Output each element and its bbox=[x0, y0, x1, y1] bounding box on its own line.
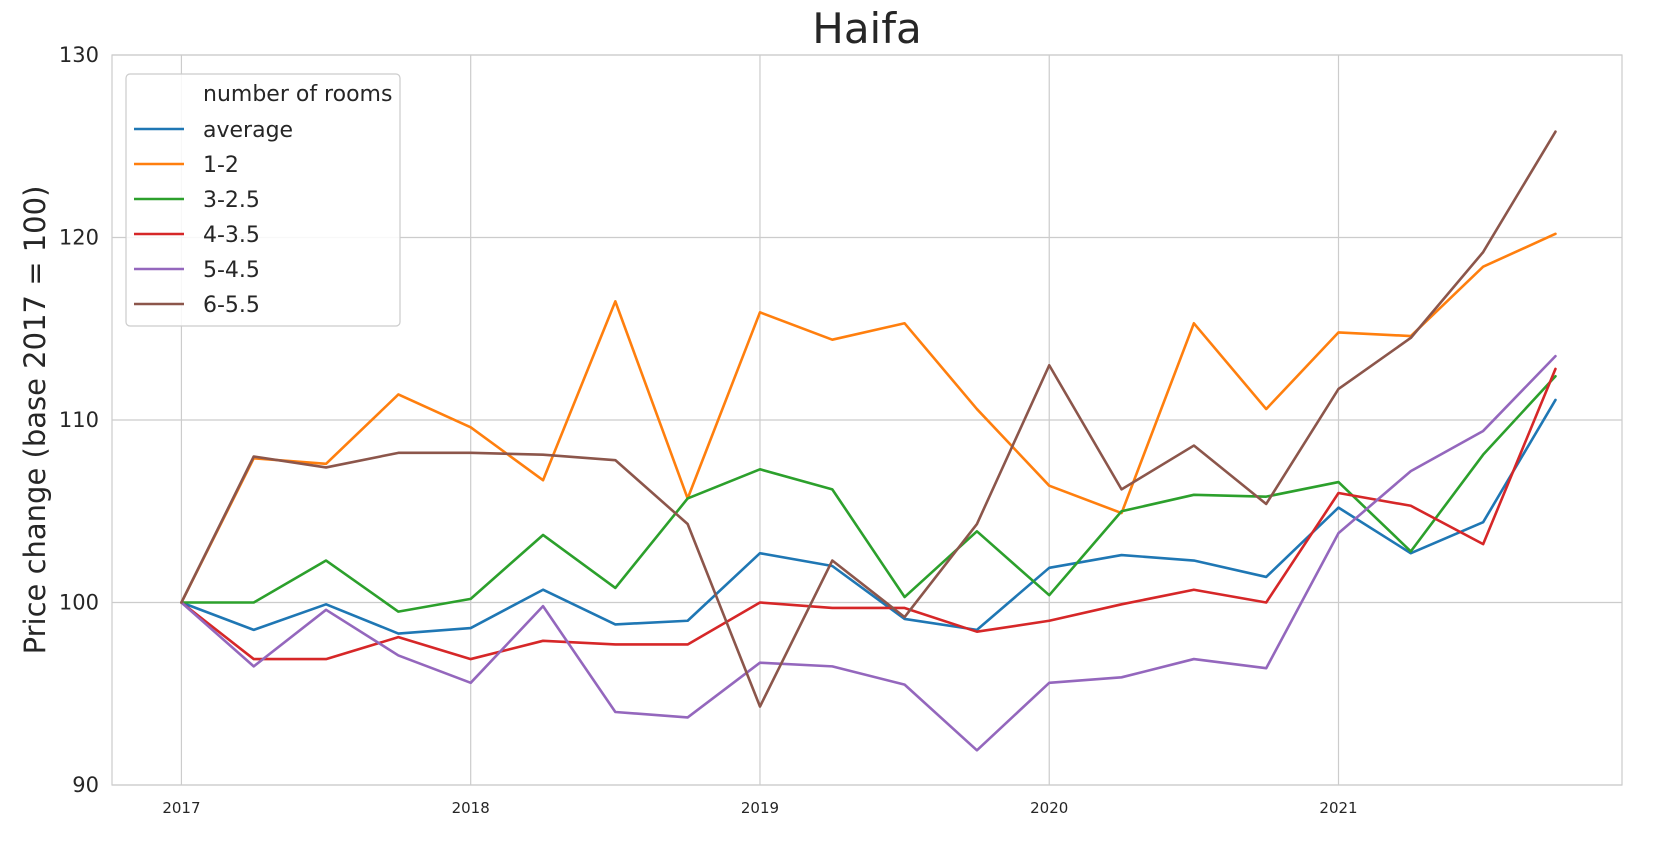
legend: number of rooms average 1-2 3-2.5 4-3.5 5-4.… bbox=[125, 73, 401, 327]
series-line-5-4.5 bbox=[180, 354, 1557, 752]
y-tick-label: 90 bbox=[72, 773, 99, 797]
legend-label-5-4.5: 5-4.5 bbox=[203, 258, 260, 283]
x-tick-label: 2017 bbox=[162, 799, 200, 817]
y-tick-label: 110 bbox=[59, 408, 99, 432]
y-tick-label: 100 bbox=[59, 591, 99, 615]
legend-label-3-2.5: 3-2.5 bbox=[203, 188, 260, 213]
chart-title: Haifa bbox=[812, 4, 922, 53]
series-line-6-5.5 bbox=[180, 130, 1557, 708]
series-lines bbox=[180, 130, 1557, 752]
legend-items: average 1-2 3-2.5 4-3.5 5-4.5 6-5.5 bbox=[134, 118, 293, 318]
x-tick-label: 2018 bbox=[452, 799, 490, 817]
legend-box bbox=[125, 73, 401, 327]
x-tick-labels: 2017 2018 2019 2020 2021 bbox=[162, 799, 1357, 817]
y-tick-labels: 90 100 110 120 130 bbox=[59, 43, 99, 797]
series-line-3-2.5 bbox=[180, 374, 1557, 613]
x-tick-label: 2019 bbox=[741, 799, 779, 817]
x-tick-label: 2020 bbox=[1030, 799, 1068, 817]
series-line-average bbox=[180, 398, 1557, 635]
legend-label-6-5.5: 6-5.5 bbox=[203, 293, 260, 318]
series-line-1-2 bbox=[180, 232, 1557, 604]
legend-label-1-2: 1-2 bbox=[203, 153, 239, 178]
y-axis-label: Price change (base 2017 = 100) bbox=[18, 186, 52, 655]
series-line-4-3.5 bbox=[180, 367, 1557, 661]
legend-title: number of rooms bbox=[203, 82, 392, 107]
legend-label-average: average bbox=[203, 118, 293, 143]
y-tick-label: 120 bbox=[59, 226, 99, 250]
x-tick-label: 2021 bbox=[1319, 799, 1357, 817]
legend-label-4-3.5: 4-3.5 bbox=[203, 223, 260, 248]
y-tick-label: 130 bbox=[59, 43, 99, 67]
